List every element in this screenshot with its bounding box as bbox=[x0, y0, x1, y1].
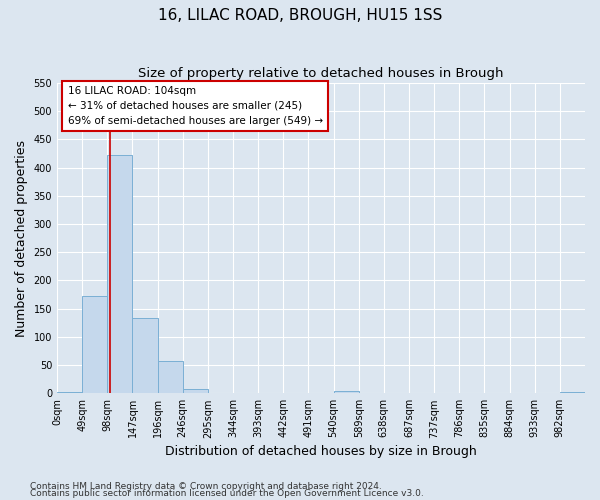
Y-axis label: Number of detached properties: Number of detached properties bbox=[15, 140, 28, 336]
Bar bbox=[158, 361, 183, 394]
Bar bbox=[57, 392, 82, 394]
Bar bbox=[82, 296, 107, 394]
Title: Size of property relative to detached houses in Brough: Size of property relative to detached ho… bbox=[138, 68, 504, 80]
Bar bbox=[334, 391, 359, 394]
Bar bbox=[107, 156, 133, 394]
Bar bbox=[560, 392, 585, 394]
Text: Contains HM Land Registry data © Crown copyright and database right 2024.: Contains HM Land Registry data © Crown c… bbox=[30, 482, 382, 491]
Text: 16 LILAC ROAD: 104sqm
← 31% of detached houses are smaller (245)
69% of semi-det: 16 LILAC ROAD: 104sqm ← 31% of detached … bbox=[68, 86, 323, 126]
X-axis label: Distribution of detached houses by size in Brough: Distribution of detached houses by size … bbox=[165, 444, 477, 458]
Bar bbox=[133, 318, 158, 394]
Text: Contains public sector information licensed under the Open Government Licence v3: Contains public sector information licen… bbox=[30, 490, 424, 498]
Text: 16, LILAC ROAD, BROUGH, HU15 1SS: 16, LILAC ROAD, BROUGH, HU15 1SS bbox=[158, 8, 442, 22]
Bar bbox=[183, 390, 208, 394]
